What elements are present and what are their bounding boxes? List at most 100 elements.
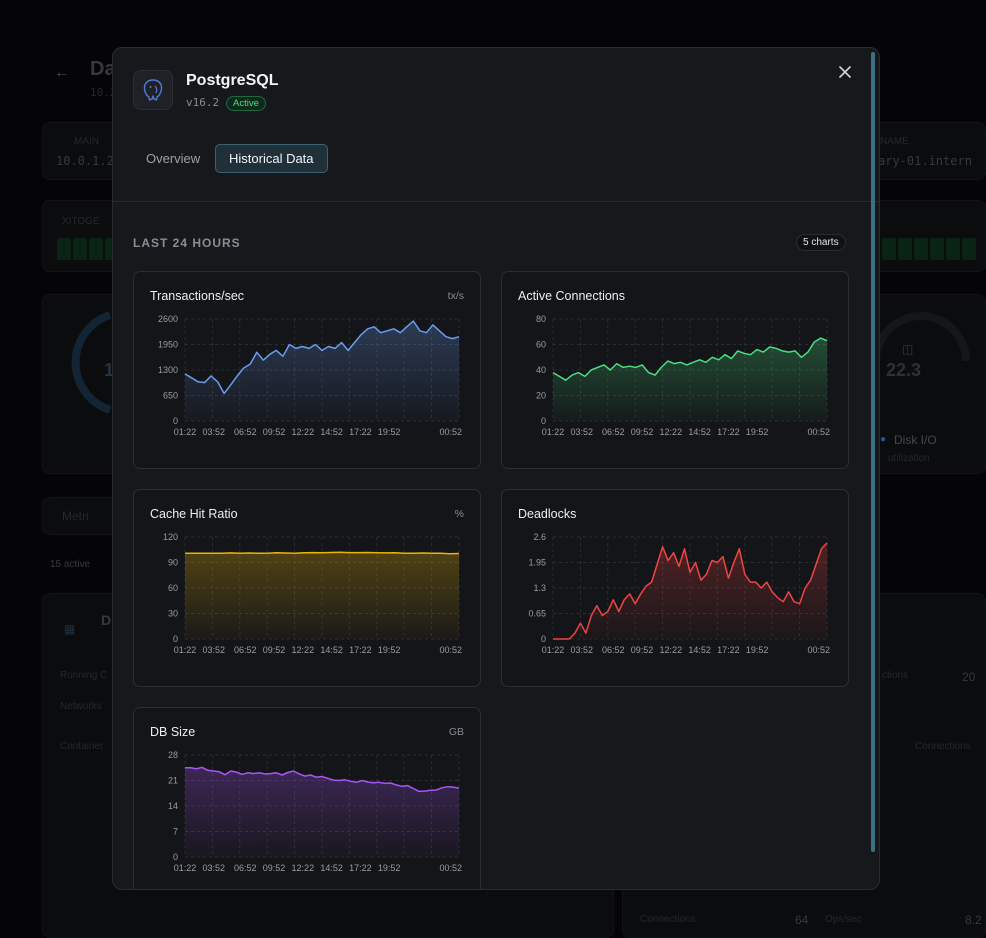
bg-running-label: Running C — [60, 670, 108, 681]
service-version: v16.2 — [186, 96, 220, 109]
y-tick-label: 650 — [163, 391, 178, 401]
series-area — [553, 542, 827, 639]
x-tick-label: 12:22 — [292, 427, 315, 437]
y-tick-label: 0.65 — [528, 609, 546, 619]
service-details-modal: PostgreSQL v16.2 Active Overview Histori… — [112, 47, 880, 890]
bg-hostname-card — [866, 122, 986, 180]
active-connections-chart: 0 20 40 60 80 01:22 03:52 06:52 09:52 12:22 14:52 1… — [536, 314, 830, 437]
x-tick-label: 17:22 — [349, 427, 372, 437]
x-tick-label: 09:52 — [631, 645, 654, 655]
bg-container-label: Container — [60, 741, 104, 752]
x-tick-label: 06:52 — [602, 645, 625, 655]
bg-opssec-label: Ops/sec — [825, 914, 862, 925]
x-tick-label: 01:22 — [174, 427, 197, 437]
chart-unit: GB — [448, 726, 464, 738]
bg-status-segment — [882, 238, 896, 260]
bg-metrics-tab-label: Metri — [62, 509, 89, 523]
y-tick-label: 0 — [173, 634, 178, 644]
chart-card-transactions: Transactions/sec tx/s 0 650 1300 1950 2600 01… — [133, 271, 481, 469]
section-title: LAST 24 HOURS — [133, 236, 241, 250]
x-tick-label: 12:22 — [292, 645, 315, 655]
bg-container-title: D — [101, 612, 112, 628]
deadlocks-chart: 0 0.65 1.3 1.95 2.6 01:22 03:52 06:52 09:52 12:22… — [528, 532, 830, 655]
x-tick-label: 19:52 — [378, 645, 401, 655]
bg-gauge-right-card — [866, 294, 986, 474]
y-tick-label: 120 — [163, 532, 178, 542]
y-tick-label: 0 — [173, 852, 178, 862]
x-tick-label: 17:22 — [717, 645, 740, 655]
bg-page-subtitle: 10.2 — [90, 86, 117, 99]
y-tick-label: 1.3 — [533, 583, 546, 593]
x-tick-label: 03:52 — [203, 645, 226, 655]
bg-gauge-right — [872, 312, 970, 362]
service-title: PostgreSQL — [186, 72, 279, 89]
x-tick-label: 06:52 — [234, 863, 257, 873]
x-tick-label: 12:22 — [660, 427, 683, 437]
postgresql-elephant-icon — [143, 79, 163, 101]
chart-unit: % — [454, 508, 464, 520]
series-line — [552, 337, 828, 381]
bg-docker-icon: ▦ — [64, 622, 76, 636]
chart-title: Deadlocks — [518, 507, 577, 521]
x-tick-label: 09:52 — [631, 427, 654, 437]
bg-connections-value-top: 20 — [962, 670, 976, 684]
x-tick-label: 12:22 — [660, 645, 683, 655]
x-tick-label: 03:52 — [203, 863, 226, 873]
x-tick-label: 14:52 — [320, 427, 343, 437]
bg-connections-value: 64 — [795, 913, 809, 927]
series-line — [553, 542, 828, 640]
x-tick-label: 17:22 — [717, 427, 740, 437]
x-tick-label: 14:52 — [320, 645, 343, 655]
status-badge: Active — [226, 96, 266, 111]
y-tick-label: 90 — [168, 558, 178, 568]
tab-historical-data[interactable]: Historical Data — [215, 144, 328, 173]
bg-gauge-dot: ● — [880, 434, 887, 445]
bg-networks-label: Networks — [60, 701, 102, 712]
y-tick-label: 40 — [536, 365, 546, 375]
cache-hit-ratio-chart: 0 30 60 90 120 01:22 03:52 06:52 09:52 12:22 14:52… — [163, 532, 462, 655]
bg-xitoge-label: XITOGE — [62, 216, 100, 227]
x-tick-label: 14:52 — [688, 645, 711, 655]
bg-gauge-left — [71, 311, 112, 414]
series-area — [553, 338, 827, 421]
bg-hostname-label: NAME — [880, 136, 909, 147]
bg-status-segment — [962, 238, 976, 260]
x-tick-label: 03:52 — [571, 427, 594, 437]
y-tick-label: 30 — [168, 609, 178, 619]
chart-title: Transactions/sec — [150, 289, 245, 303]
x-tick-label: 17:22 — [349, 863, 372, 873]
x-tick-label: 19:52 — [746, 645, 769, 655]
x-tick-label: 06:52 — [602, 427, 625, 437]
x-tick-label: 01:22 — [542, 645, 565, 655]
chart-title: DB Size — [150, 725, 196, 739]
chart-unit: tx/s — [447, 290, 464, 302]
y-tick-label: 20 — [536, 391, 546, 401]
bg-metrics-tab[interactable] — [42, 497, 122, 535]
y-tick-label: 1950 — [158, 340, 178, 350]
x-tick-label: 06:52 — [234, 645, 257, 655]
close-button[interactable] — [835, 62, 855, 82]
x-tick-label: 14:52 — [688, 427, 711, 437]
y-tick-label: 60 — [536, 340, 546, 350]
y-tick-label: 28 — [168, 750, 178, 760]
chart-card-active-connections: Active Connections 0 20 40 60 80 01:22 03:52 06… — [501, 271, 849, 469]
x-tick-label: 00:52 — [440, 427, 463, 437]
x-tick-label: 09:52 — [263, 863, 286, 873]
chart-card-deadlocks: Deadlocks 0 0.65 1.3 1.95 2.6 01:22 03:52 06:52… — [501, 489, 849, 687]
x-tick-label: 06:52 — [234, 427, 257, 437]
x-tick-label: 14:52 — [320, 863, 343, 873]
x-tick-label: 17:22 — [349, 645, 372, 655]
charts-count-badge: 5 charts — [796, 234, 846, 251]
chart-title: Cache Hit Ratio — [150, 507, 238, 521]
modal-scrollbar[interactable] — [871, 52, 875, 852]
bg-main-label: MAIN — [74, 136, 99, 147]
x-tick-label: 01:22 — [174, 863, 197, 873]
x-tick-label: 01:22 — [174, 645, 197, 655]
x-tick-label: 19:52 — [746, 427, 769, 437]
bg-disk-icon: ◫ — [902, 342, 914, 356]
x-tick-label: 03:52 — [571, 645, 594, 655]
y-tick-label: 0 — [173, 416, 178, 426]
bg-connections-chart-label: Connections — [915, 741, 971, 752]
tab-overview[interactable]: Overview — [146, 151, 201, 166]
back-arrow-icon[interactable]: ← — [54, 64, 70, 81]
